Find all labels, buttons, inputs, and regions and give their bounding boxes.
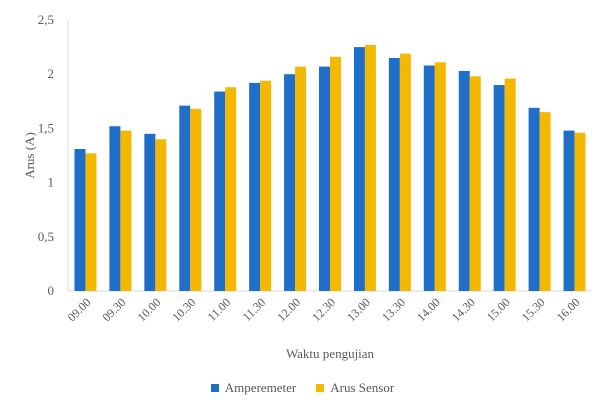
- legend-item-amperemeter: Amperemeter: [210, 380, 297, 396]
- legend-label-arus-sensor: Arus Sensor: [330, 380, 395, 395]
- x-tick-label: 16.00: [554, 295, 583, 324]
- bar-amperemeter-09.30: [109, 126, 121, 292]
- bar-amperemeter-11.00: [214, 91, 226, 291]
- x-tick-label: 11.00: [205, 295, 234, 324]
- x-tick-label: 09.30: [100, 295, 129, 324]
- legend-label-amperemeter: Amperemeter: [224, 380, 297, 395]
- bar-amperemeter-15.30: [528, 107, 540, 291]
- bars-layer: [74, 44, 586, 292]
- y-tick-label: 0: [48, 283, 55, 298]
- bar-arus-sensor-16.00: [574, 132, 586, 291]
- x-tick-label: 10.00: [134, 295, 163, 324]
- y-tick-label: 1,5: [38, 120, 54, 135]
- y-axis-title: Arus (A): [22, 132, 37, 179]
- x-tick-label: 11.30: [240, 295, 269, 324]
- bar-arus-sensor-14.30: [469, 76, 481, 291]
- bar-arus-sensor-11.00: [225, 87, 237, 291]
- x-tick-label: 15.00: [484, 295, 513, 324]
- bar-arus-sensor-15.00: [504, 78, 516, 291]
- bar-arus-sensor-12.30: [330, 56, 341, 291]
- x-tick-label: 15.30: [519, 295, 548, 324]
- x-tick-label: 10.30: [169, 295, 198, 324]
- bar-arus-sensor-13.30: [399, 53, 411, 291]
- bar-arus-sensor-14.00: [434, 62, 446, 291]
- bar-amperemeter-10.00: [144, 133, 156, 291]
- y-tick-label: 2,5: [38, 12, 54, 27]
- legend: Amperemeter Arus Sensor: [0, 380, 605, 396]
- bar-amperemeter-13.00: [353, 47, 365, 291]
- y-tick-label: 1: [48, 175, 55, 190]
- bar-amperemeter-12.30: [319, 66, 330, 291]
- bar-amperemeter-10.30: [179, 105, 191, 291]
- bar-amperemeter-14.00: [423, 65, 435, 291]
- x-axis-title: Waktu pengujian: [286, 346, 375, 361]
- bar-amperemeter-13.30: [388, 57, 400, 291]
- bar-arus-sensor-15.30: [539, 112, 551, 291]
- bar-amperemeter-09.00: [74, 148, 86, 291]
- bar-arus-sensor-10.30: [190, 108, 202, 291]
- bar-arus-sensor-11.30: [260, 80, 272, 291]
- x-tick-label: 09.00: [65, 295, 94, 324]
- x-tick-label: 12.30: [309, 295, 338, 324]
- bar-amperemeter-14.30: [458, 70, 470, 291]
- bar-arus-sensor-13.00: [364, 44, 376, 291]
- legend-item-arus-sensor: Arus Sensor: [316, 380, 394, 396]
- x-tick-label: 14.00: [414, 295, 443, 324]
- bar-amperemeter-15.00: [493, 85, 505, 291]
- bar-arus-sensor-09.30: [120, 130, 132, 291]
- bar-arus-sensor-09.00: [85, 153, 97, 291]
- bar-arus-sensor-12.00: [295, 66, 307, 291]
- legend-swatch-amperemeter: [210, 384, 219, 392]
- y-tick-label: 2: [48, 66, 55, 81]
- bar-amperemeter-16.00: [563, 130, 575, 291]
- x-tick-label: 13.30: [379, 295, 408, 324]
- bar-amperemeter-11.30: [249, 82, 261, 291]
- x-tick-label: 13.00: [344, 295, 373, 324]
- x-tick-label: 12.00: [274, 295, 303, 324]
- bar-arus-sensor-10.00: [155, 139, 167, 291]
- legend-swatch-arus-sensor: [316, 384, 325, 392]
- bar-amperemeter-12.00: [284, 74, 296, 291]
- y-tick-label: 0,5: [38, 229, 54, 244]
- x-tick-label: 14.30: [449, 295, 478, 324]
